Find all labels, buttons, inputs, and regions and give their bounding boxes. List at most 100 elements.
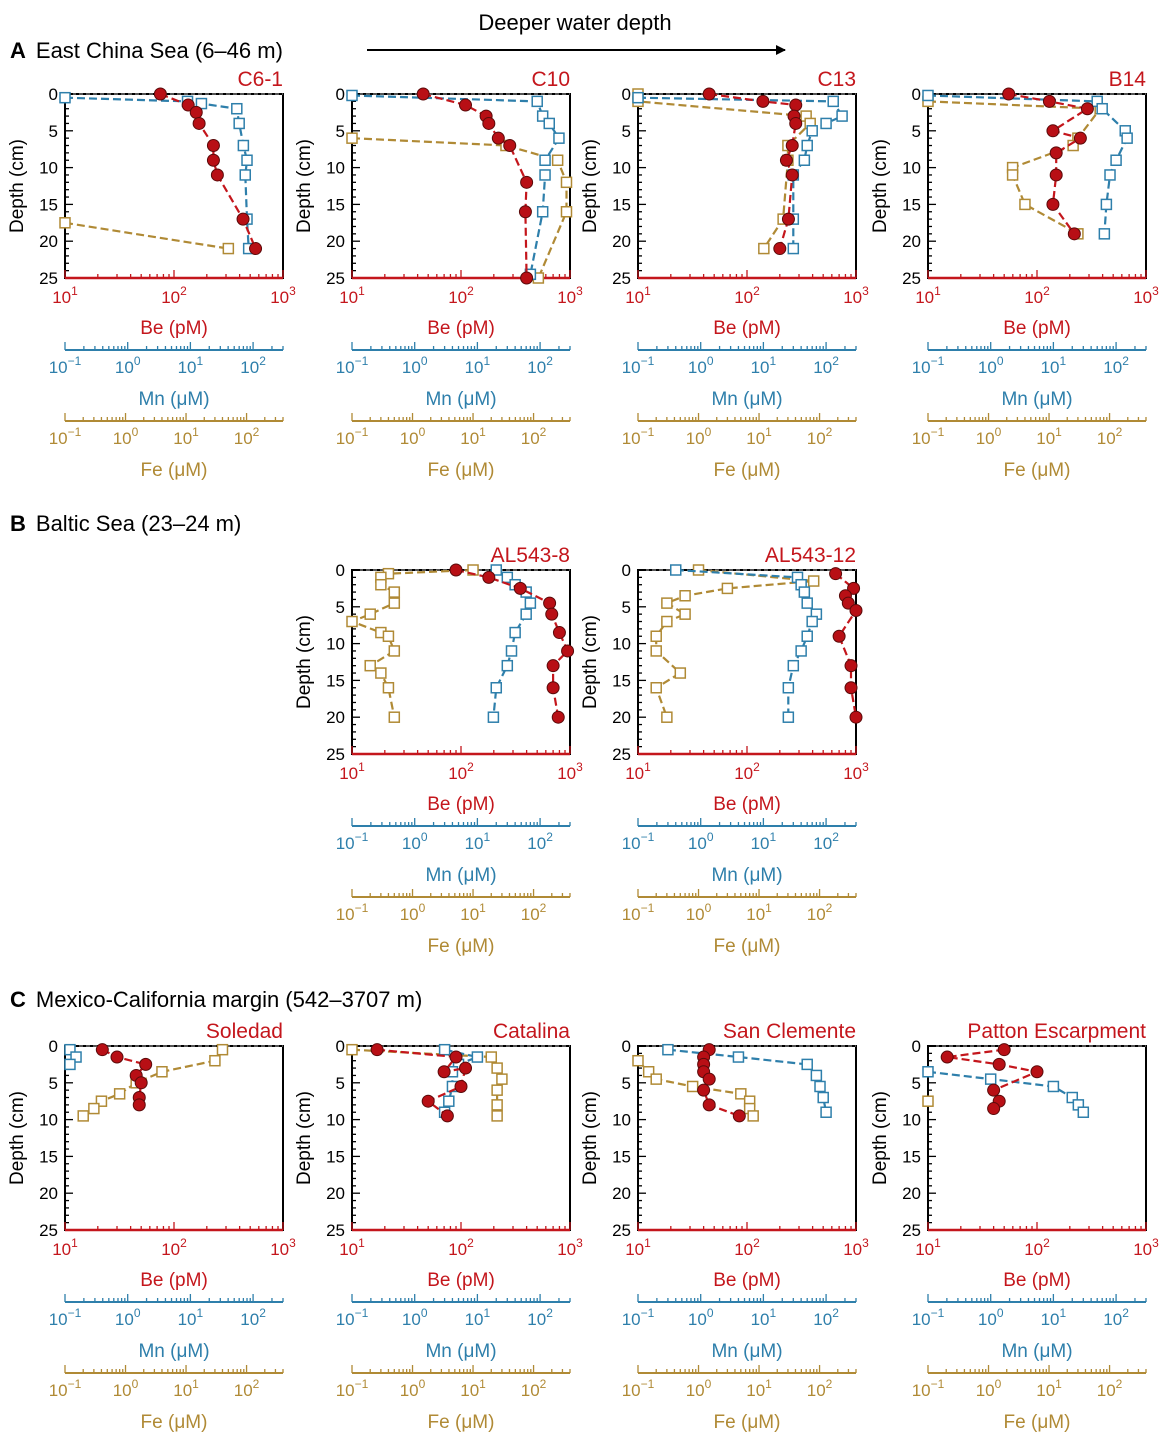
fe-data-point (376, 668, 386, 678)
y-tick-label: 20 (326, 1184, 345, 1203)
be-data-point (757, 95, 769, 107)
fe-tick-label: 10−1 (912, 425, 945, 448)
mn-tick-label: 101 (465, 830, 491, 853)
be-data-point (483, 117, 495, 129)
series-mn (65, 1045, 81, 1070)
mn-data-point (532, 96, 542, 106)
station-label: AL543-8 (491, 544, 570, 567)
fe-tick-label: 101 (746, 901, 772, 924)
mn-data-point (507, 646, 517, 656)
fe-tick-label: 10−1 (622, 1377, 655, 1400)
be-data-point (1068, 228, 1080, 240)
series-mn (671, 565, 822, 722)
fe-data-point (688, 1081, 698, 1091)
fe-axis-label: Fe (μM) (1004, 460, 1071, 481)
be-data-point (133, 1099, 145, 1111)
mn-tick-label: 100 (978, 1306, 1004, 1329)
fe-data-point (651, 683, 661, 693)
mn-data-point (1122, 133, 1132, 143)
y-tick-label: 0 (912, 85, 921, 104)
y-tick-label: 25 (326, 269, 345, 288)
y-tick-label: 25 (39, 1221, 58, 1240)
fe-data-point (722, 583, 732, 593)
be-data-point (988, 1103, 1000, 1115)
mn-data-point (240, 170, 250, 180)
mn-tick-label: 102 (813, 830, 839, 853)
be-tick-label: 102 (1024, 1236, 1050, 1259)
y-tick-label: 15 (326, 195, 345, 214)
mn-data-point (491, 683, 501, 693)
y-tick-label: 15 (902, 195, 921, 214)
be-data-point (441, 1110, 453, 1122)
series-fe (347, 565, 478, 722)
be-data-point (733, 1110, 745, 1122)
be-tick-label: 103 (270, 1236, 296, 1259)
be-tick-label: 103 (557, 1236, 583, 1259)
mn-tick-label: 102 (813, 354, 839, 377)
be-data-point (460, 99, 472, 111)
be-data-point (519, 206, 531, 218)
y-tick-label: 25 (39, 269, 58, 288)
mn-tick-label: 102 (240, 354, 266, 377)
y-axis-label: Depth (cm) (294, 1091, 315, 1185)
station-label: B14 (1109, 68, 1147, 91)
mn-tick-label: 10−1 (49, 354, 82, 377)
mn-series-line (928, 96, 1127, 234)
mn-data-point (525, 598, 535, 608)
series-be (417, 88, 532, 284)
series-mn (60, 93, 254, 254)
fe-tick-label: 101 (746, 425, 772, 448)
fe-tick-label: 101 (173, 425, 199, 448)
be-data-point (703, 1099, 715, 1111)
panel-san-clemente: San Clemente0510152025Depth (cm)101 102 10… (580, 1020, 869, 1433)
be-data-point (850, 711, 862, 723)
be-tick-label: 101 (52, 1236, 78, 1259)
fe-series-line (352, 570, 473, 717)
y-axis-label: Depth (cm) (870, 139, 891, 233)
y-tick-label: 25 (326, 745, 345, 764)
fe-tick-label: 10−1 (622, 901, 655, 924)
mn-data-point (828, 96, 838, 106)
mn-data-point (799, 155, 809, 165)
mn-tick-label: 100 (115, 354, 141, 377)
mn-data-point (521, 609, 531, 619)
mn-data-point (783, 712, 793, 722)
fe-data-point (680, 591, 690, 601)
mn-tick-label: 100 (688, 354, 714, 377)
be-tick-label: 101 (625, 284, 651, 307)
mn-tick-label: 10−1 (912, 354, 945, 377)
mn-data-point (554, 133, 564, 143)
fe-data-point (89, 1104, 99, 1114)
be-data-point (1050, 169, 1062, 181)
fe-data-point (662, 617, 672, 627)
be-data-point (1081, 103, 1093, 115)
series-fe (60, 218, 233, 254)
fe-tick-label: 100 (686, 901, 712, 924)
mn-data-point (633, 93, 643, 103)
fe-data-point (492, 1100, 502, 1110)
y-tick-label: 20 (902, 232, 921, 251)
be-data-point (562, 645, 574, 657)
y-tick-label: 25 (612, 745, 631, 764)
y-axis-label: Depth (cm) (294, 615, 315, 709)
mn-axis-label: Mn (μM) (1001, 389, 1072, 410)
mn-tick-label: 10−1 (912, 1306, 945, 1329)
mn-tick-label: 101 (1041, 354, 1067, 377)
be-tick-label: 102 (1024, 284, 1050, 307)
y-tick-label: 15 (39, 195, 58, 214)
y-tick-label: 5 (49, 1074, 58, 1093)
fe-data-point (492, 1085, 502, 1095)
be-data-point (211, 169, 223, 181)
be-tick-label: 101 (339, 760, 365, 783)
fe-tick-label: 101 (1036, 425, 1062, 448)
y-tick-label: 10 (902, 159, 921, 178)
be-data-point (514, 582, 526, 594)
y-tick-label: 5 (336, 598, 345, 617)
mn-data-point (1097, 104, 1107, 114)
fe-axis-label: Fe (μM) (714, 1412, 781, 1433)
station-label: Catalina (493, 1020, 570, 1043)
panel-al543-8: AL543-80510152025Depth (cm)101 102 103Be (… (294, 544, 583, 957)
panel-soledad: Soledad0510152025Depth (cm)101 102 103Be (… (7, 1020, 296, 1433)
station-label: C13 (817, 68, 856, 91)
be-data-point (1031, 1066, 1043, 1078)
